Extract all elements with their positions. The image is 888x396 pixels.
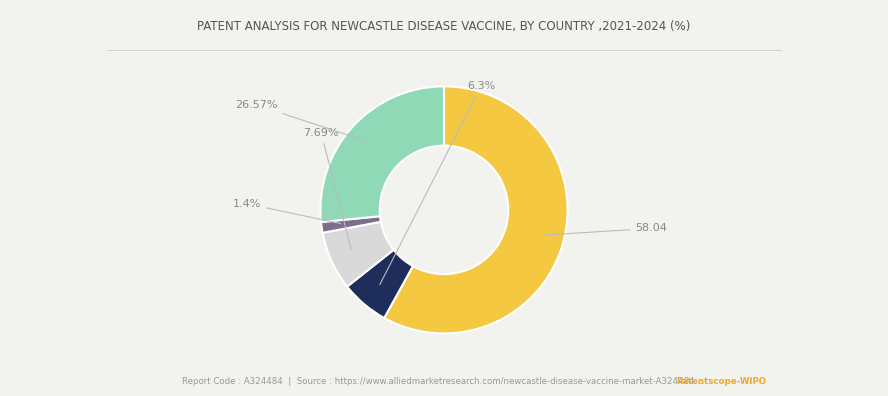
Wedge shape bbox=[321, 216, 381, 233]
Text: 7.69%: 7.69% bbox=[304, 128, 351, 249]
Text: PATENT ANALYSIS FOR NEWCASTLE DISEASE VACCINE, BY COUNTRY ,2021-2024 (%): PATENT ANALYSIS FOR NEWCASTLE DISEASE VA… bbox=[197, 20, 691, 33]
Text: 26.57%: 26.57% bbox=[234, 100, 366, 141]
Text: 6.3%: 6.3% bbox=[380, 81, 496, 285]
Text: 58.04: 58.04 bbox=[545, 223, 668, 235]
Wedge shape bbox=[347, 250, 413, 318]
Wedge shape bbox=[321, 86, 444, 222]
Text: Report Code : A324484  |  Source : https://www.alliedmarketresearch.com/newcastl: Report Code : A324484 | Source : https:/… bbox=[182, 377, 706, 386]
Text: Patentscope-WIPO: Patentscope-WIPO bbox=[677, 377, 766, 386]
Wedge shape bbox=[322, 222, 393, 287]
Text: 1.4%: 1.4% bbox=[233, 199, 341, 224]
Wedge shape bbox=[385, 86, 567, 333]
